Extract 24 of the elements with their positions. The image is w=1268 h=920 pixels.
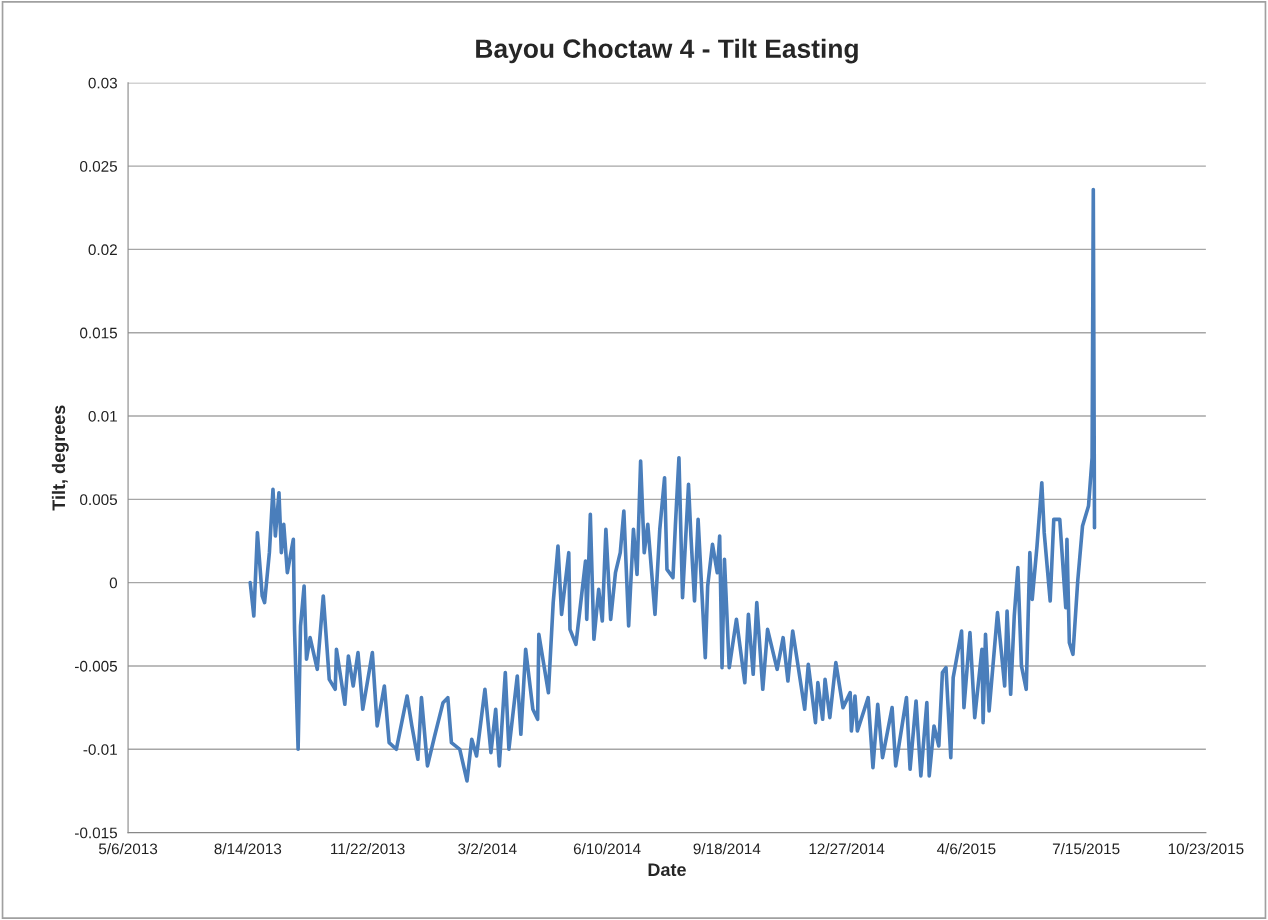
y-tick-label: 0.005 (80, 494, 118, 506)
line-series (248, 187, 1097, 783)
y-tick-label: -0.005 (75, 660, 118, 672)
y-tick-label: 0.01 (88, 410, 117, 422)
x-tick-label: 10/23/2015 (1168, 843, 1244, 855)
x-tick-label: 11/22/2013 (331, 843, 405, 855)
chart-title: Bayou Choctaw 4 - Tilt Easting (476, 38, 858, 64)
x-tick-label: 4/6/2015 (936, 843, 996, 855)
y-tick-label: 0.025 (80, 160, 118, 172)
x-tick-label: 12/27/2014 (809, 843, 885, 855)
x-axis-title: Date (648, 863, 686, 877)
x-tick-label: 8/14/2013 (214, 843, 282, 855)
y-tick-label: -0.01 (83, 744, 117, 755)
x-tick-label: 3/2/2014 (458, 843, 517, 855)
y-tick-label: 0 (109, 577, 118, 589)
x-tick-label: 6/10/2014 (573, 843, 641, 855)
x-tick-label: 5/6/2013 (98, 843, 158, 855)
y-tick-label: 0.015 (80, 327, 118, 339)
x-tick-label: 9/18/2014 (693, 843, 761, 855)
y-tick-label: 0.02 (88, 244, 117, 256)
x-tick-label: 7/15/2015 (1052, 843, 1120, 855)
y-tick-label: -0.015 (75, 827, 118, 839)
y-tick-label: 0.03 (88, 77, 117, 89)
y-axis-title: Tilt, degrees (51, 405, 69, 511)
